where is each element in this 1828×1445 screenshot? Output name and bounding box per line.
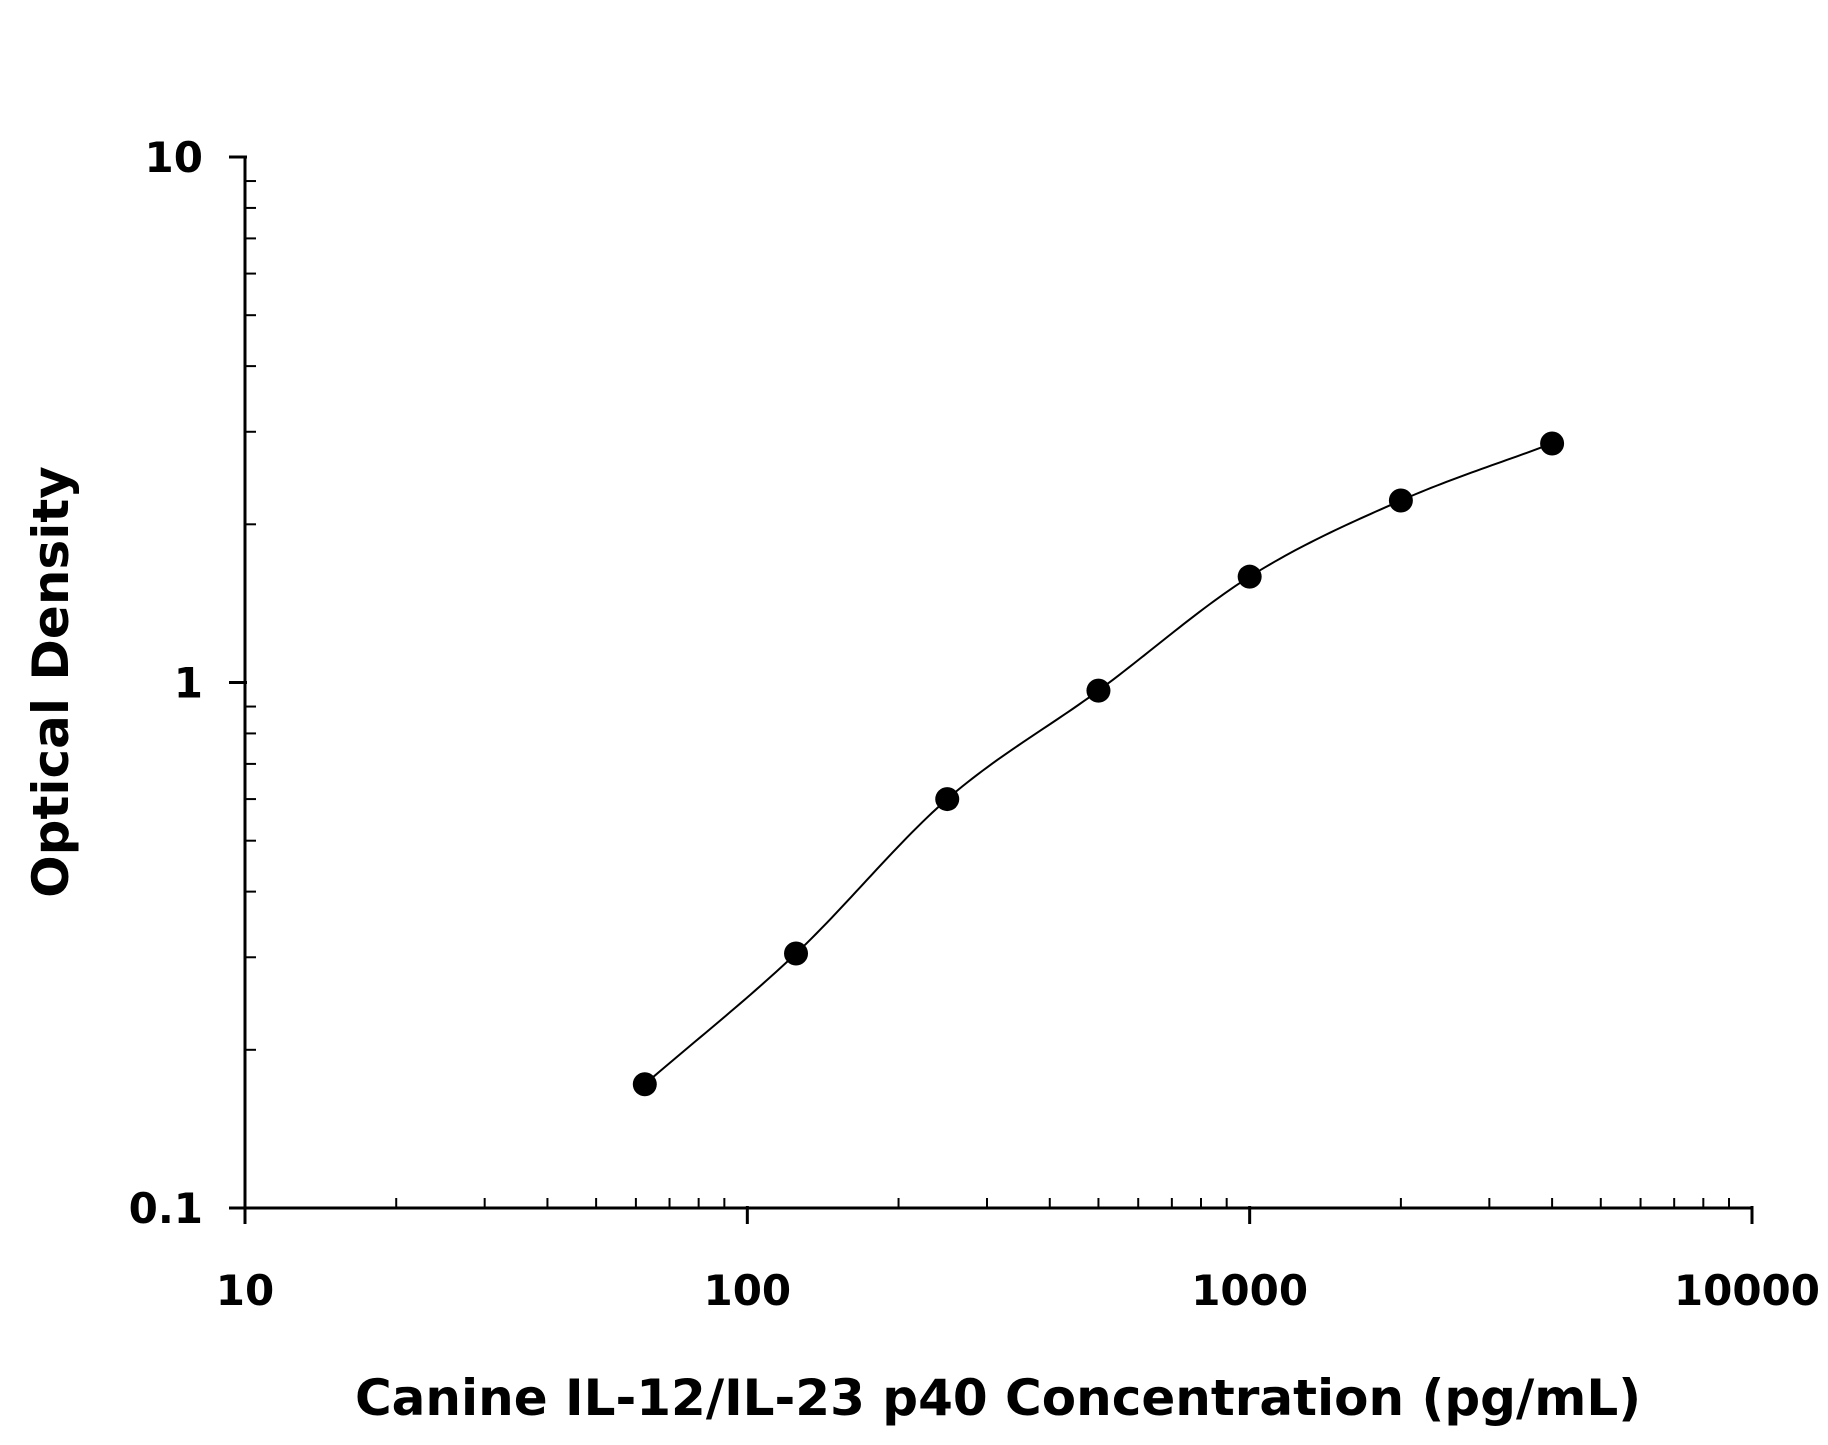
data-point (1237, 564, 1262, 589)
y-axis-title: Optical Density (22, 466, 80, 898)
y-tick-label: 1 (174, 659, 203, 708)
y-tick-labels: 0.1 1 10 (129, 133, 203, 1233)
data-point (1388, 488, 1413, 513)
minor-ticks (245, 180, 1731, 1208)
fit-curve (644, 442, 1553, 1085)
x-tick-labels: 10 100 1000 10000 (216, 1266, 1820, 1315)
x-axis-title: Canine IL-12/IL-23 p40 Concentration (pg… (355, 1369, 1641, 1427)
data-point (784, 941, 809, 966)
data-point (935, 787, 960, 812)
data-point (632, 1072, 657, 1097)
x-tick-label: 10000 (1674, 1266, 1820, 1315)
y-tick-label: 0.1 (129, 1184, 203, 1233)
data-points (632, 431, 1565, 1097)
y-tick-label: 10 (145, 133, 203, 182)
data-point (1086, 678, 1111, 703)
data-point (1540, 431, 1565, 456)
major-ticks (229, 155, 1754, 1224)
x-tick-label: 10 (216, 1266, 274, 1315)
x-tick-label: 1000 (1191, 1266, 1308, 1315)
x-tick-label: 100 (703, 1266, 791, 1315)
